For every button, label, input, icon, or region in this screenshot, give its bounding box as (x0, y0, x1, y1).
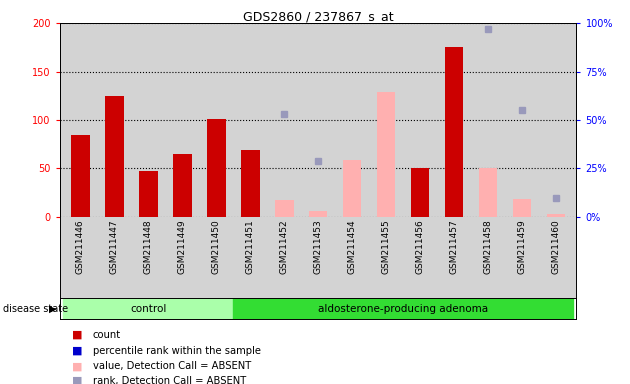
Bar (71, 134, 89, 217)
Bar (513, 199, 532, 217)
Text: GSM211447: GSM211447 (110, 219, 118, 274)
Text: GSM211458: GSM211458 (484, 219, 493, 274)
Bar (411, 167, 430, 217)
Text: GSM211452: GSM211452 (280, 219, 289, 274)
Bar (275, 200, 294, 217)
Text: control: control (130, 303, 166, 314)
Text: rank, Detection Call = ABSENT: rank, Detection Call = ABSENT (93, 376, 246, 384)
Text: GSM211450: GSM211450 (212, 219, 220, 274)
Text: GSM211449: GSM211449 (178, 219, 186, 274)
Text: disease state: disease state (3, 303, 68, 314)
Text: GSM211459: GSM211459 (518, 219, 527, 274)
Bar (105, 96, 123, 217)
Text: value, Detection Call = ABSENT: value, Detection Call = ABSENT (93, 361, 251, 371)
Text: GSM211446: GSM211446 (76, 219, 85, 274)
Title: GDS2860 / 237867_s_at: GDS2860 / 237867_s_at (243, 10, 394, 23)
Bar (63, 298, 233, 319)
Text: ■: ■ (72, 330, 83, 340)
Text: ▶: ▶ (49, 303, 57, 314)
Text: ■: ■ (72, 346, 83, 356)
Text: ■: ■ (72, 376, 83, 384)
Text: count: count (93, 330, 121, 340)
Text: GSM211453: GSM211453 (314, 219, 323, 274)
Text: aldosterone-producing adenoma: aldosterone-producing adenoma (318, 303, 488, 314)
Text: ■: ■ (72, 361, 83, 371)
Text: GSM211448: GSM211448 (144, 219, 152, 274)
Bar (445, 47, 464, 217)
Bar (547, 214, 565, 217)
Bar (343, 160, 362, 217)
Text: percentile rank within the sample: percentile rank within the sample (93, 346, 261, 356)
Bar (309, 211, 328, 217)
Text: GSM211456: GSM211456 (416, 219, 425, 274)
Bar (139, 171, 158, 217)
Bar (241, 150, 260, 217)
Text: GSM211455: GSM211455 (382, 219, 391, 274)
Text: GSM211457: GSM211457 (450, 219, 459, 274)
Text: GSM211451: GSM211451 (246, 219, 255, 274)
Bar (479, 169, 498, 217)
Bar (377, 92, 396, 217)
Bar (207, 119, 226, 217)
Bar (173, 154, 192, 217)
Text: GSM211454: GSM211454 (348, 219, 357, 274)
Text: GSM211460: GSM211460 (551, 219, 561, 274)
Bar (233, 298, 573, 319)
